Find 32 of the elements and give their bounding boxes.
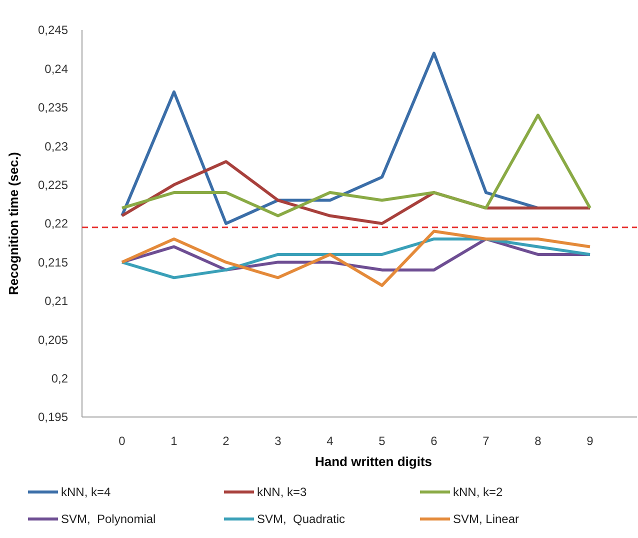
y-tick-label: 0,24 bbox=[44, 62, 68, 76]
x-tick-label: 5 bbox=[378, 434, 386, 448]
x-tick-label: 0 bbox=[118, 434, 126, 448]
y-tick-label: 0,21 bbox=[44, 294, 68, 308]
legend-label: kNN, k=2 bbox=[453, 485, 504, 500]
legend-label: SVM, Linear bbox=[453, 512, 520, 526]
x-tick-label: 6 bbox=[430, 434, 438, 448]
y-tick-label: 0,205 bbox=[38, 332, 68, 347]
line-series bbox=[120, 230, 592, 287]
y-axis-title: Recognition time (sec.) bbox=[6, 152, 21, 296]
y-tick-label: 0,195 bbox=[38, 410, 68, 424]
y-tick-label: 0,2 bbox=[51, 372, 68, 386]
y-tick-label: 0,23 bbox=[44, 139, 68, 154]
x-tick-label: 4 bbox=[326, 434, 334, 448]
x-tick-label: 8 bbox=[534, 434, 542, 448]
x-tick-label: 1 bbox=[170, 434, 178, 448]
x-tick-label: 3 bbox=[274, 434, 282, 448]
legend-label: SVM, Quadratic bbox=[257, 512, 346, 526]
legend-label: kNN, k=4 bbox=[61, 485, 112, 500]
x-axis-title: Hand written digits bbox=[315, 454, 432, 469]
legend-label: kNN, k=3 bbox=[257, 485, 308, 500]
line-series bbox=[120, 237, 592, 280]
x-tick-label: 9 bbox=[586, 434, 594, 448]
y-tick-label: 0,22 bbox=[44, 216, 68, 231]
legend-label: SVM, Polynomial bbox=[61, 512, 156, 526]
y-tick-label: 0,215 bbox=[38, 255, 68, 270]
x-tick-label: 7 bbox=[482, 434, 490, 448]
line-series bbox=[120, 114, 592, 218]
y-tick-label: 0,235 bbox=[38, 100, 68, 115]
y-tick-label: 0,245 bbox=[38, 23, 68, 38]
x-tick-label: 2 bbox=[222, 434, 230, 448]
y-tick-label: 0,225 bbox=[38, 178, 68, 192]
